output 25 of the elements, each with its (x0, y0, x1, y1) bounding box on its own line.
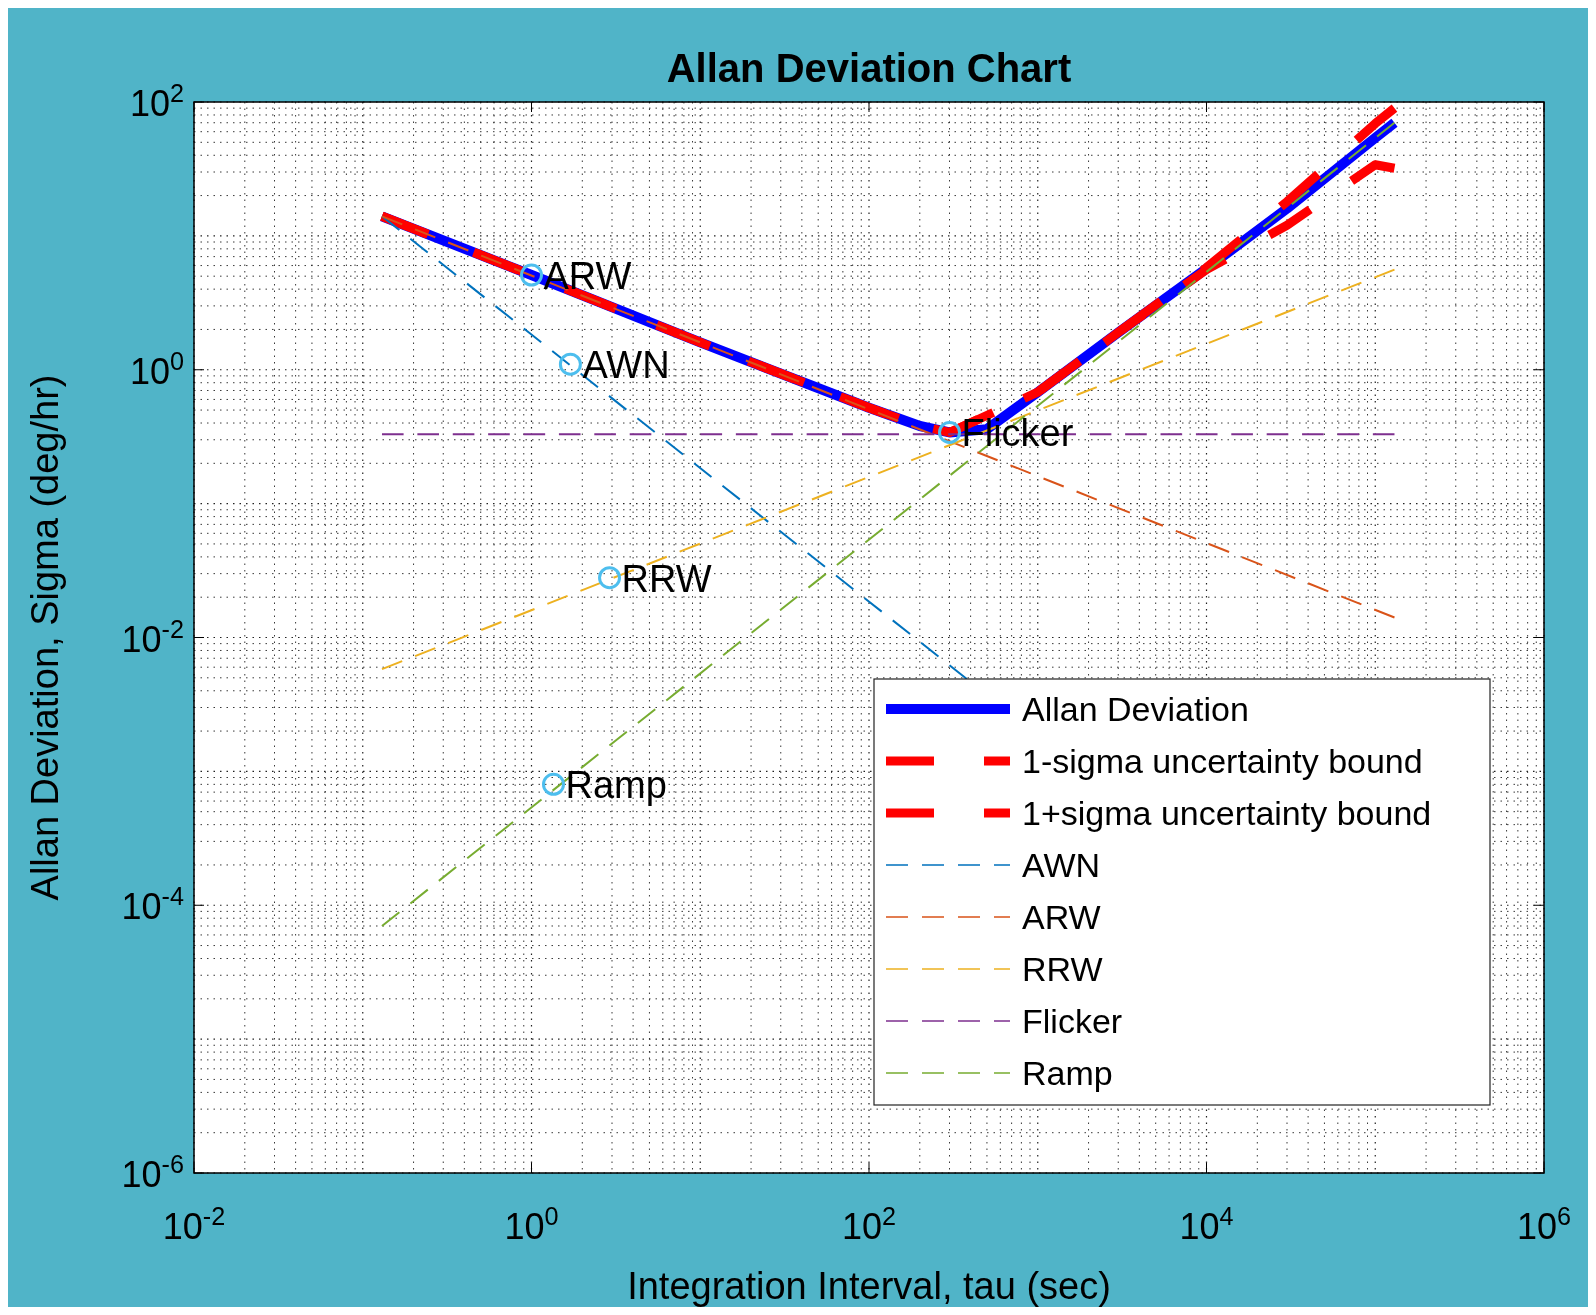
legend-label: AWN (1022, 846, 1101, 884)
x-axis-title: Integration Interval, tau (sec) (627, 1265, 1111, 1307)
y-tick-label: 10$^{-2}$ (121, 614, 184, 660)
annotation: Ramp (565, 764, 667, 807)
legend-label: 1+sigma uncertainty bound (1022, 794, 1432, 832)
y-tick-label: 10$^{2}$ (129, 79, 184, 124)
legend-label: Ramp (1022, 1054, 1113, 1092)
x-tick-label: 10$^{-2}$ (162, 1202, 226, 1247)
y-tick-label: 10$^{0}$ (129, 346, 184, 392)
x-tick-label: 10$^{6}$ (1516, 1202, 1572, 1247)
y-axis-title: Allan Deviation, Sigma (deg/hr) (24, 374, 66, 901)
legend-label: Allan Deviation (1022, 690, 1249, 728)
legend-label: RRW (1022, 950, 1103, 988)
annotation: ARW (543, 255, 632, 298)
x-tick-label: 10$^{2}$ (841, 1202, 897, 1247)
annotation: AWN (582, 344, 670, 387)
legend-label: 1-sigma uncertainty bound (1022, 742, 1423, 780)
chart-title: Allan Deviation Chart (666, 46, 1072, 90)
y-tick-label: 10$^{-6}$ (121, 1150, 184, 1195)
x-tick-label: 10$^{0}$ (504, 1202, 559, 1247)
x-tick-label: 10$^{4}$ (1179, 1202, 1234, 1247)
legend-label: Flicker (1022, 1002, 1123, 1040)
annotation: RRW (621, 557, 712, 600)
legend-label: ARW (1022, 898, 1101, 936)
y-tick-label: 10$^{-4}$ (121, 882, 184, 928)
